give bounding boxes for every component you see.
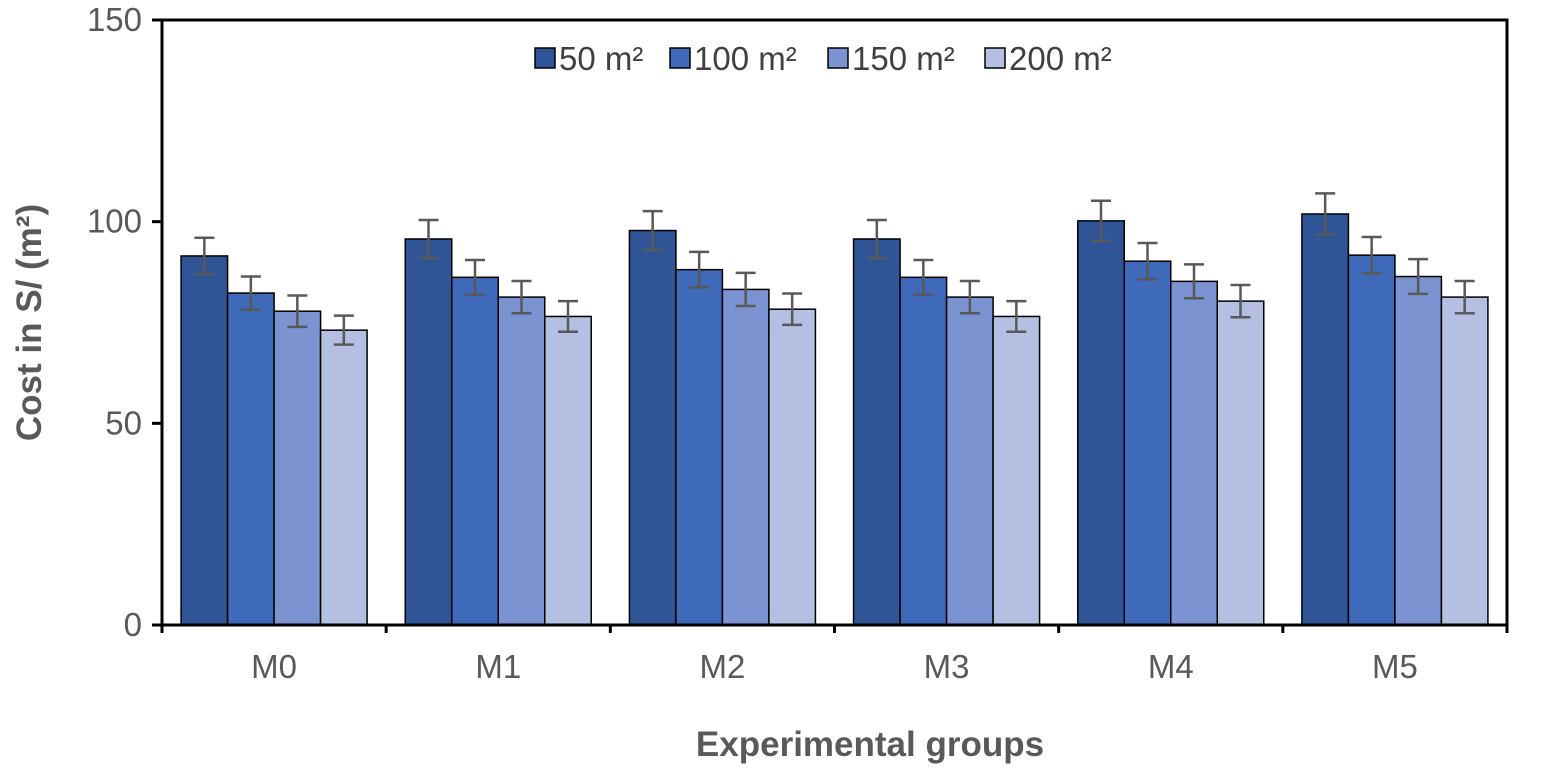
- error-bar-m2-series-3: [735, 271, 756, 308]
- legend-item-series-3: 150 m²: [827, 40, 955, 77]
- bar-m5-series-4: [1440, 296, 1489, 626]
- x-tick-label-m3: M3: [924, 648, 970, 685]
- bar-m1-series-3: [497, 296, 546, 626]
- error-bar-m3-series-4: [1006, 299, 1027, 334]
- error-bar-m5-series-4: [1454, 279, 1475, 315]
- error-bar-m1-series-2: [465, 258, 485, 296]
- legend-swatch: [984, 47, 1006, 69]
- y-tick-label: 150: [87, 1, 142, 38]
- error-bar-m5-series-1: [1315, 192, 1336, 236]
- error-bar-m2-series-2: [689, 250, 710, 289]
- error-bars-layer: [194, 192, 1475, 346]
- y-tick-label: 0: [124, 606, 142, 643]
- legend-item-series-2: 100 m²: [669, 40, 797, 77]
- bar-m5-series-3: [1394, 275, 1443, 626]
- bar-m4-series-4: [1216, 300, 1265, 626]
- legend-label: 100 m²: [694, 40, 797, 77]
- bar-m1-series-4: [544, 315, 592, 626]
- bar-m0-series-4: [319, 329, 368, 626]
- bar-m5-series-1: [1301, 213, 1350, 626]
- legend-swatch: [669, 47, 691, 69]
- ticks-layer: 0 50 100 150 M0 M1 M2 M3 M4 M5: [87, 1, 1509, 685]
- legend-label: 150 m²: [852, 40, 955, 77]
- bar-m0-series-3: [273, 310, 322, 626]
- legend-item-series-1: 50 m²: [534, 40, 643, 77]
- bar-m5-series-2: [1347, 254, 1396, 626]
- error-bar-m3-series-3: [959, 279, 980, 315]
- bar-m1-series-2: [451, 276, 499, 626]
- bar-m2-series-2: [675, 268, 724, 626]
- error-bar-m0-series-3: [287, 294, 308, 329]
- error-bar-m2-series-1: [642, 209, 663, 252]
- error-bar-m4-series-1: [1091, 199, 1111, 243]
- x-tick-label-m2: M2: [699, 648, 745, 685]
- error-bar-m1-series-4: [558, 299, 578, 334]
- error-bar-m4-series-2: [1137, 241, 1158, 281]
- error-bar-m5-series-3: [1408, 257, 1429, 296]
- bar-m4-series-1: [1077, 220, 1125, 626]
- error-bar-m4-series-3: [1184, 263, 1204, 300]
- x-tick-label-m0: M0: [251, 648, 297, 685]
- legend-label: 50 m²: [559, 40, 643, 77]
- y-axis-title: Cost in S/ (m²): [10, 204, 49, 441]
- error-bar-m3-series-1: [866, 218, 887, 260]
- legend-item-series-4: 200 m²: [984, 40, 1112, 77]
- bar-m2-series-3: [721, 288, 770, 626]
- bar-m4-series-2: [1123, 260, 1172, 626]
- bar-m0-series-1: [180, 255, 229, 626]
- error-bar-m4-series-4: [1230, 283, 1251, 319]
- error-bar-m2-series-4: [782, 292, 803, 327]
- x-tick-label-m1: M1: [475, 648, 521, 685]
- bar-m3-series-3: [945, 296, 994, 626]
- bar-m0-series-2: [226, 292, 275, 626]
- bar-m2-series-1: [628, 229, 677, 626]
- error-bar-m1-series-1: [418, 218, 439, 260]
- legend-swatch: [827, 47, 849, 69]
- legend: 50 m² 100 m² 150 m² 200 m²: [534, 40, 1112, 77]
- bar-m3-series-2: [899, 276, 948, 626]
- error-bar-m0-series-2: [240, 275, 261, 311]
- x-tick-label-m5: M5: [1372, 648, 1418, 685]
- bar-m3-series-1: [852, 238, 901, 626]
- error-bar-m3-series-2: [913, 258, 934, 296]
- y-tick-label: 100: [87, 203, 142, 240]
- error-bar-m1-series-3: [511, 279, 532, 315]
- bar-m2-series-4: [768, 308, 817, 626]
- legend-swatch: [534, 47, 556, 69]
- y-tick-label: 50: [105, 404, 142, 441]
- x-tick-label-m4: M4: [1148, 648, 1194, 685]
- legend-label: 200 m²: [1009, 40, 1112, 77]
- bar-m1-series-1: [404, 238, 453, 626]
- error-bar-m0-series-4: [333, 314, 354, 346]
- bar-m4-series-3: [1170, 280, 1218, 626]
- error-bar-m0-series-1: [194, 236, 215, 276]
- x-axis-title: Experimental groups: [696, 725, 1044, 764]
- bars-layer: [180, 213, 1489, 626]
- bar-m3-series-4: [992, 315, 1041, 626]
- error-bar-m5-series-2: [1361, 235, 1382, 275]
